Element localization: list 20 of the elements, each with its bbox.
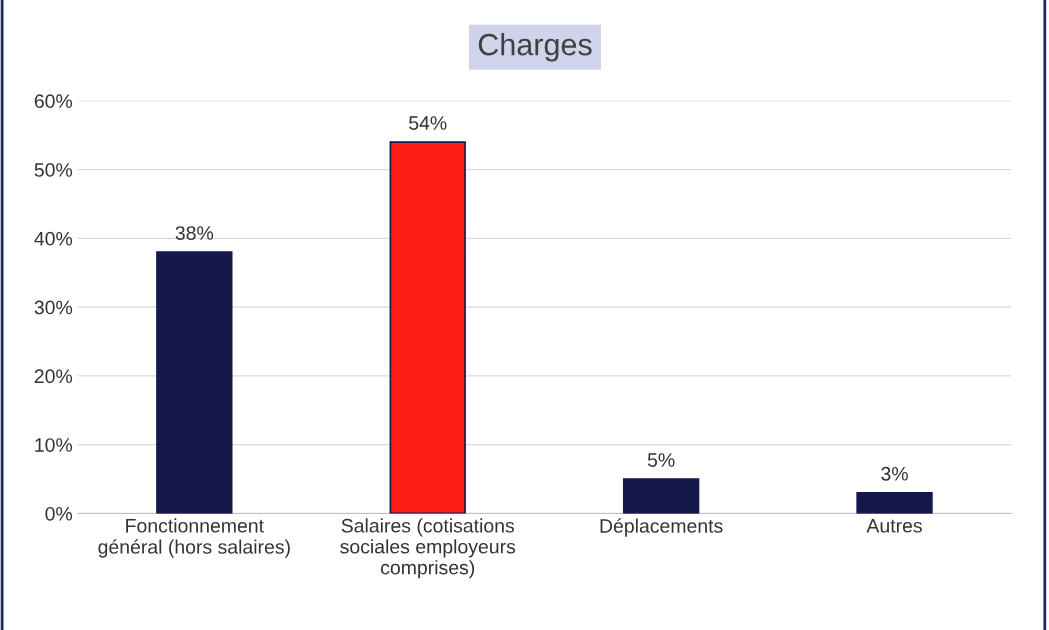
y-tick-label: 0% [45, 506, 73, 521]
y-tick-label: 30% [34, 300, 73, 315]
x-tick-label: Déplacements [600, 518, 723, 537]
bar [389, 141, 466, 514]
y-tick-label: 40% [34, 231, 73, 246]
data-label: 5% [647, 453, 675, 467]
bar [156, 251, 233, 514]
y-tick-label: 50% [34, 163, 73, 177]
chart-title: Charges [478, 33, 592, 62]
x-tick-label: Fonctionnement général (hors salaires) [98, 518, 290, 558]
x-tick-label: Autres [866, 519, 922, 533]
y-tick-label: 10% [35, 438, 73, 452]
data-label: 3% [881, 466, 908, 481]
data-label: 38% [175, 226, 214, 240]
bar [856, 491, 933, 514]
y-tick-label: 60% [34, 94, 73, 109]
y-tick-label: 20% [34, 369, 73, 384]
x-tick-label: Salaires (cotisations sociales employeurs comprises) [340, 518, 516, 579]
data-label: 54% [409, 116, 447, 130]
bar [622, 478, 700, 514]
